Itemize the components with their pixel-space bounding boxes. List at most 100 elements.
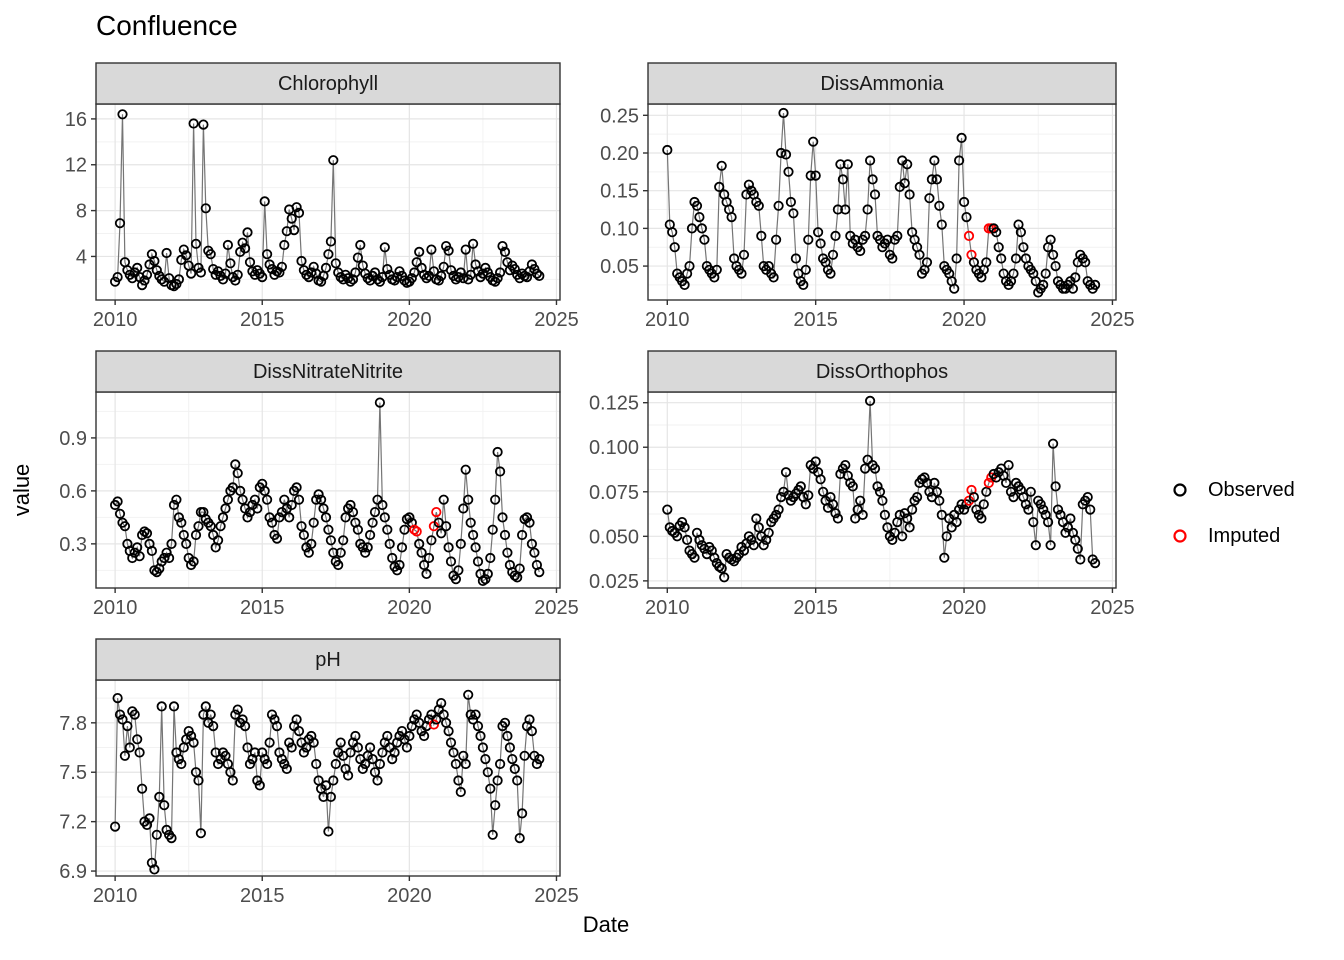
data-point-observed	[662, 144, 673, 156]
data-point-observed	[958, 196, 970, 208]
data-point-observed	[328, 547, 339, 558]
data-point-observed	[490, 800, 501, 811]
data-point-observed	[899, 178, 910, 189]
data-point-observed	[443, 542, 454, 553]
data-point-observed	[512, 775, 523, 786]
y-tick-label: 0.125	[589, 393, 639, 415]
data-point-observed	[842, 159, 853, 170]
data-point-observed	[232, 704, 243, 715]
data-point-observed	[345, 747, 356, 758]
data-point-observed	[159, 552, 170, 564]
data-point-observed	[139, 526, 150, 537]
data-point-observed	[699, 234, 710, 245]
data-point-observed	[262, 494, 273, 505]
data-point-observed	[976, 513, 987, 524]
data-point-observed	[460, 464, 471, 475]
data-point-observed	[448, 747, 459, 758]
data-point-observed	[835, 159, 846, 170]
data-point-observed	[374, 397, 385, 408]
data-point-observed	[869, 189, 881, 200]
data-point-observed	[882, 234, 893, 245]
x-tick-label: 2010	[645, 597, 690, 619]
data-point-observed	[315, 276, 327, 287]
data-point-observed	[149, 565, 160, 576]
data-point-observed	[421, 273, 432, 284]
data-point-observed	[667, 227, 678, 238]
data-point-observed	[497, 512, 508, 523]
data-point-observed	[746, 534, 757, 545]
facet-Chlorophyll: Chlorophyll 2010 2015 2020 2025 4 8 12 16	[65, 62, 579, 331]
legend-label: Imputed	[1208, 524, 1281, 547]
y-tick-label: 0.20	[600, 143, 639, 165]
facet-strip-label: DissAmmonia	[820, 73, 944, 95]
data-point-observed	[958, 504, 970, 515]
data-point-observed	[892, 230, 903, 241]
data-point-observed	[220, 503, 231, 514]
data-point-observed	[230, 459, 241, 470]
x-tick-label: 2010	[93, 885, 138, 907]
x-tick-label: 2025	[1090, 309, 1135, 331]
data-point-observed	[1050, 261, 1061, 272]
x-tick-label: 2015	[240, 885, 285, 907]
x-tick-label: 2020	[387, 885, 432, 907]
data-point-observed	[244, 758, 256, 770]
data-point-observed	[151, 829, 162, 840]
data-point-observed	[271, 721, 283, 732]
data-point-observed	[897, 531, 908, 542]
data-point-observed	[227, 775, 238, 786]
data-point-observed	[465, 517, 476, 528]
data-point-observed	[132, 542, 143, 553]
data-point-observed	[1000, 477, 1012, 488]
data-point-observed	[709, 552, 720, 563]
facet-strip	[647, 350, 1117, 393]
data-point-observed	[751, 513, 762, 524]
data-point-observed	[382, 730, 393, 742]
data-point-observed	[778, 107, 789, 119]
x-axis-title: Date	[582, 912, 630, 937]
data-point-observed	[183, 726, 194, 737]
data-point-observed	[286, 742, 297, 753]
data-point-observed	[981, 486, 992, 497]
data-point-observed	[514, 833, 525, 844]
data-point-observed	[436, 528, 447, 539]
data-point-observed	[443, 245, 454, 256]
data-point-observed	[242, 227, 253, 238]
data-point-observed	[291, 714, 302, 725]
data-point-observed	[450, 758, 461, 770]
data-point-observed	[738, 249, 750, 260]
gridlines	[96, 104, 560, 300]
data-point-observed	[144, 813, 155, 824]
data-point-observed	[470, 542, 481, 553]
data-point-observed	[788, 208, 799, 219]
data-point-observed	[205, 249, 216, 260]
data-point-observed	[914, 249, 925, 260]
data-point-observed	[1035, 499, 1046, 510]
data-point-observed	[902, 159, 913, 170]
data-point-observed	[758, 540, 769, 551]
data-point-observed	[857, 509, 868, 520]
data-point-observed	[463, 689, 474, 700]
data-point-observed	[497, 241, 508, 252]
data-point-observed	[512, 572, 523, 583]
x-tick-label: 2015	[240, 309, 285, 331]
data-point-observed	[232, 269, 243, 280]
data-point-observed	[352, 742, 363, 753]
data-point-observed	[534, 270, 545, 281]
data-point-observed	[178, 244, 189, 255]
data-point-observed	[323, 524, 334, 535]
data-point-observed	[929, 155, 940, 166]
data-point-observed	[271, 533, 283, 544]
data-point-observed	[347, 507, 359, 518]
data-point-observed	[465, 709, 476, 720]
data-point-observed	[472, 721, 484, 732]
data-point-observed	[315, 494, 327, 505]
data-point-observed	[264, 512, 275, 523]
data-point-imputed	[983, 477, 994, 488]
data-point-observed	[240, 243, 251, 254]
data-point-observed	[320, 780, 332, 791]
y-tick-label: 0.050	[589, 526, 639, 548]
data-point-observed	[521, 272, 533, 283]
data-point-observed	[445, 556, 457, 567]
data-point-observed	[141, 269, 153, 280]
